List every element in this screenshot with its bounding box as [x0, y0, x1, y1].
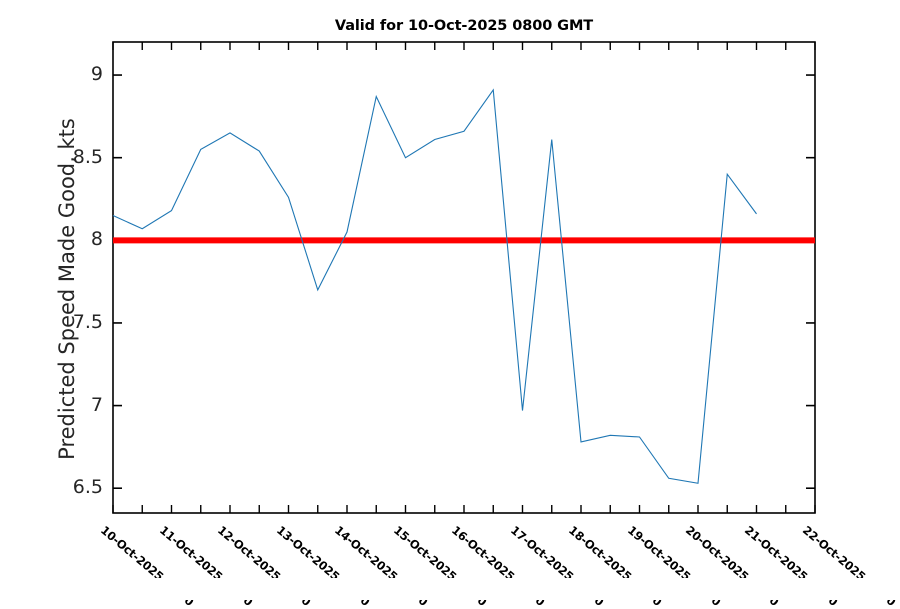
x-tick-marks [112, 42, 816, 513]
data-series [112, 88, 757, 484]
y-tick-label: 8.5 [72, 145, 103, 168]
y-tick-label: 8 [90, 228, 103, 251]
y-tick-label: 7.5 [72, 310, 103, 333]
chart-title: Valid for 10-Oct-2025 0800 GMT [334, 18, 594, 34]
y-tick-label: 6.5 [72, 476, 103, 499]
axes-frame [112, 41, 816, 514]
y-tick-label: 9 [90, 63, 103, 86]
y-tick-marks [113, 74, 815, 490]
bottom-crop-mask [0, 578, 900, 600]
y-tick-label: 7 [90, 393, 103, 416]
